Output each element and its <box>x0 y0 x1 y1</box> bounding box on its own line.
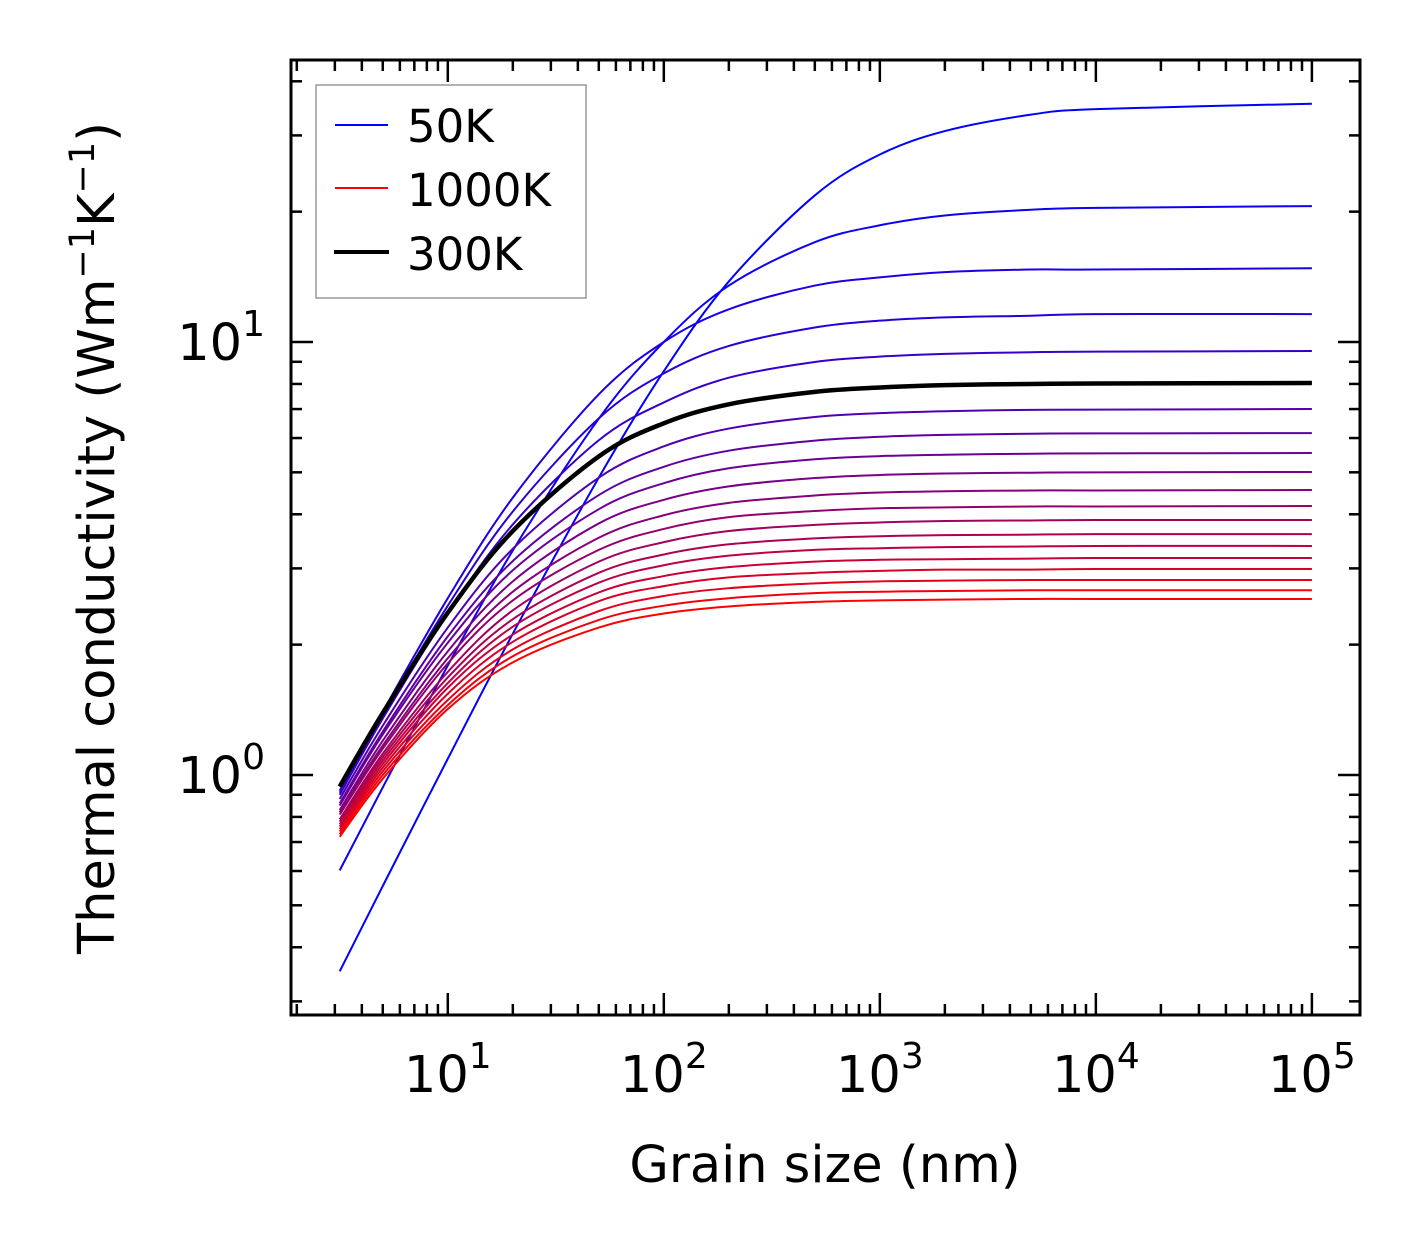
legend-label-1000k: 1000K <box>407 164 553 217</box>
series-line-100k <box>338 205 1312 871</box>
y-tick-labels: 100 101 <box>177 304 265 806</box>
y-tick-label: 101 <box>177 304 265 373</box>
series-line-450k <box>338 452 1312 807</box>
y-tick-label: 100 <box>177 737 265 806</box>
series-line-200k <box>338 312 1312 794</box>
series-line-1000k <box>338 597 1312 838</box>
x-axis-label: Grain size (nm) <box>629 1136 1020 1195</box>
legend-label-300k: 300K <box>407 228 524 281</box>
y-axis-label-end: ) <box>68 122 127 142</box>
y-axis-label-sup2: −1 <box>63 142 103 194</box>
series-line-650k <box>338 518 1312 820</box>
legend-label-50k: 50K <box>407 100 495 153</box>
series-line-800k <box>338 556 1312 828</box>
series-line-150k <box>338 267 1312 792</box>
series-line-400k <box>338 432 1312 804</box>
y-axis-label-main: Thermal conductivity (Wm <box>68 279 127 955</box>
legend-box <box>315 84 587 299</box>
y-axis-label-mid: K <box>68 192 127 227</box>
series-line-350k <box>338 408 1312 800</box>
x-tick-label: 105 <box>1268 1036 1356 1105</box>
x-tick-labels: 101 102 103 104 105 <box>404 1036 1356 1105</box>
series-line-550k <box>338 489 1312 813</box>
series-line-750k <box>338 544 1312 825</box>
series-line-700k <box>338 533 1312 823</box>
ticks-layer <box>291 60 1360 1015</box>
series-line-300k-highlight <box>337 380 1312 788</box>
y-axis-label: Thermal conductivity (Wm−1K−1) <box>63 122 127 955</box>
series-line-500k <box>338 470 1312 811</box>
y-axis-label-sup1: −1 <box>63 227 103 279</box>
axes-frame <box>289 58 1362 1017</box>
x-tick-label: 102 <box>620 1036 708 1105</box>
x-tick-label: 101 <box>404 1036 492 1105</box>
series-line-600k <box>338 505 1312 816</box>
legend: 50K 1000K 300K <box>315 84 587 299</box>
series-line-900k <box>338 578 1312 833</box>
x-tick-label: 103 <box>836 1036 924 1105</box>
plot-area <box>289 58 1362 1017</box>
x-tick-label: 104 <box>1052 1036 1140 1105</box>
series-line-950k <box>338 589 1312 835</box>
series-layer <box>337 102 1312 972</box>
series-line-850k <box>338 567 1312 830</box>
series-line-50k <box>338 102 1312 972</box>
